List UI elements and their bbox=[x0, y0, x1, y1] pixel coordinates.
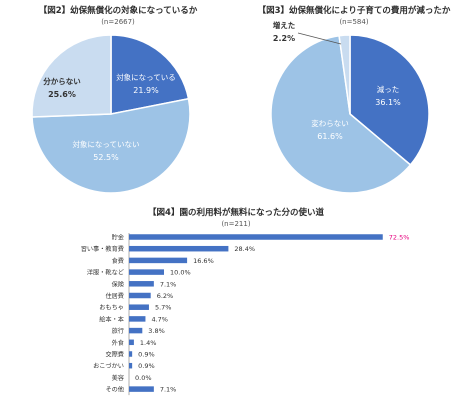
slice-value-label: 2.2% bbox=[273, 34, 295, 43]
slice-label: 分からない bbox=[43, 76, 81, 86]
bar bbox=[129, 304, 149, 310]
bar bbox=[129, 386, 154, 392]
bar-value-label: 6.2% bbox=[157, 292, 174, 300]
bar-value-label: 16.6% bbox=[193, 257, 214, 265]
category-label: おもちゃ bbox=[99, 305, 124, 312]
bar-value-label: 0.9% bbox=[138, 351, 155, 359]
bar bbox=[129, 257, 188, 264]
bar-value-label: 0.9% bbox=[138, 362, 155, 370]
chart-title: 【図2】幼保無償化の対象になっているか bbox=[38, 6, 198, 16]
bar bbox=[129, 327, 143, 334]
category-label: 保険 bbox=[112, 280, 125, 288]
slice-label: 増えた bbox=[273, 20, 296, 30]
bar-value-label: 10.0% bbox=[170, 269, 191, 277]
slice-label: 対象になっていない bbox=[72, 139, 139, 149]
chart-title: 【図3】幼保無償化により子育ての費用が減ったか bbox=[257, 6, 451, 16]
bar-value-label: 7.1% bbox=[160, 386, 177, 394]
slice-label: 変わらない bbox=[311, 118, 349, 128]
chart-n-label: (n=2667) bbox=[101, 18, 135, 26]
bar bbox=[129, 292, 151, 299]
chart-n-label: (n=211) bbox=[221, 220, 251, 228]
bar-value-label: 4.7% bbox=[151, 315, 168, 323]
category-label: 習い事・教育費 bbox=[81, 245, 124, 253]
slice-label: 対象になっている bbox=[116, 72, 176, 82]
chart-n-label: (n=584) bbox=[339, 18, 369, 26]
slice-value-label: 61.6% bbox=[317, 132, 343, 141]
slice-value-label: 52.5% bbox=[93, 153, 119, 162]
category-label: 旅行 bbox=[112, 327, 124, 335]
bar bbox=[129, 362, 133, 369]
chart-title: 【図4】園の利用料が無料になった分の使い道 bbox=[148, 208, 324, 218]
bar-value-label: 1.4% bbox=[140, 339, 157, 347]
category-label: おこづかい bbox=[93, 362, 124, 370]
bar-value-label: 0.0% bbox=[135, 374, 152, 382]
category-label: 食費 bbox=[112, 257, 124, 265]
bar-value-label: 5.7% bbox=[155, 304, 172, 312]
bar bbox=[129, 316, 146, 322]
pie-slice bbox=[270, 34, 412, 194]
bar-value-label: 28.4% bbox=[234, 245, 255, 253]
slice-value-label: 25.6% bbox=[48, 90, 76, 99]
bar-value-label: 7.1% bbox=[160, 280, 177, 288]
bar bbox=[129, 339, 134, 346]
pie-slice bbox=[338, 34, 351, 115]
bar bbox=[129, 245, 229, 252]
bar-chart-4: 貯金 72.5% 習い事・教育費 28.4% 食費 16.6% 洋服・靴など 10.0% 保険 7… bbox=[81, 233, 410, 396]
pie-slice bbox=[349, 34, 430, 166]
bar-value-label: 3.8% bbox=[148, 327, 165, 335]
bar-value-label: 72.5% bbox=[389, 234, 410, 242]
category-label: その他 bbox=[105, 386, 124, 394]
category-label: 絵本・本 bbox=[99, 315, 124, 323]
pie-chart-2: 対象になっている 21.9% 対象になっていない 52.5% 分からない 25.6% bbox=[31, 34, 191, 194]
category-label: 貯金 bbox=[112, 234, 125, 242]
category-label: 交際費 bbox=[105, 351, 124, 359]
category-label: 住居費 bbox=[105, 292, 124, 300]
pie-slice bbox=[31, 34, 112, 118]
figure-3: 【図3】幼保無償化により子育ての費用が減ったか (n=584) 減った 36.1%… bbox=[236, 0, 472, 200]
category-label: 洋服・靴など bbox=[87, 269, 124, 277]
bar bbox=[129, 351, 133, 357]
bar bbox=[129, 269, 164, 275]
figure-4: 【図4】園の利用料が無料になった分の使い道 (n=211) 貯金 72.5% 習い事… bbox=[0, 200, 472, 400]
category-label: 外食 bbox=[112, 339, 125, 347]
leader-line bbox=[297, 32, 342, 45]
pie-slice bbox=[31, 97, 191, 194]
bar bbox=[129, 281, 154, 287]
bar bbox=[129, 234, 383, 240]
pie-slice bbox=[110, 34, 190, 115]
category-label: 美容 bbox=[112, 374, 124, 382]
slice-value-label: 21.9% bbox=[133, 86, 159, 95]
pie-chart-3: 減った 36.1% 変わらない 61.6% 増えた 2.2% bbox=[270, 20, 430, 194]
slice-value-label: 36.1% bbox=[375, 98, 401, 107]
figure-2: 【図2】幼保無償化の対象になっているか (n=2667) 対象になっている 21.… bbox=[0, 0, 236, 200]
slice-label: 減った bbox=[377, 84, 400, 94]
